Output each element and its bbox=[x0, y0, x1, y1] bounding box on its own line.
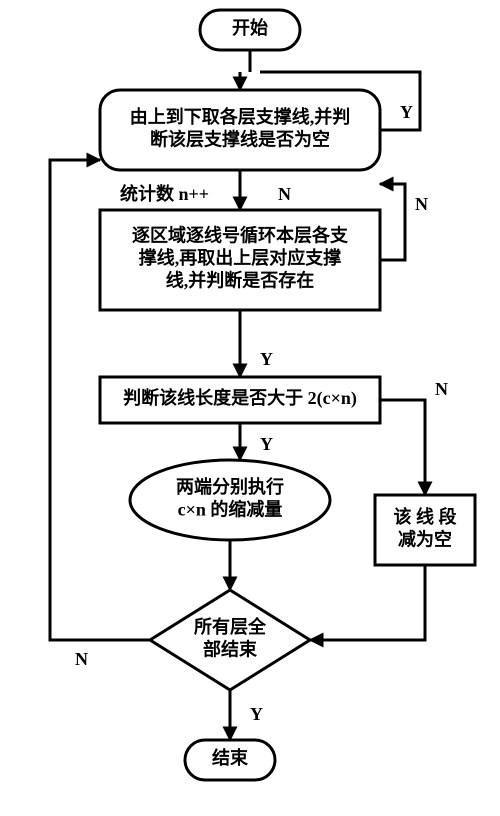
edge-label: 统计数 n++ bbox=[120, 183, 209, 204]
node-text: c×n 的缩减量 bbox=[178, 498, 283, 519]
node-n2: 逐区域逐线号循环本层各支撑线,再取出上层对应支撑线,并判断是否存在 bbox=[100, 210, 380, 310]
edge-label: Y bbox=[400, 102, 413, 122]
node-n6: 所有层全部结束 bbox=[150, 590, 310, 690]
edge bbox=[380, 400, 425, 495]
node-start: 开始 bbox=[200, 10, 300, 50]
node-text: 逐区域逐线号循环本层各支 bbox=[132, 225, 349, 246]
node-n4: 两端分别执行c×n 的缩减量 bbox=[130, 460, 330, 540]
node-text: 线,并判断是否存在 bbox=[166, 270, 315, 291]
node-text: 判断该线长度是否大于 2(c×n) bbox=[123, 387, 357, 409]
node-text: 断该层支撑线是否为空 bbox=[150, 128, 330, 149]
node-text: 撑线,再取出上层对应支撑 bbox=[139, 247, 342, 268]
node-text: 减为空 bbox=[398, 528, 452, 549]
node-text: 结束 bbox=[212, 747, 249, 768]
node-text: 两端分别执行 bbox=[176, 476, 284, 497]
node-n5: 该 线 段减为空 bbox=[375, 495, 475, 565]
node-text: 所有层全 bbox=[194, 616, 267, 637]
node-text: 部结束 bbox=[203, 638, 258, 659]
edge-label: N bbox=[75, 649, 88, 669]
edge-label: N bbox=[415, 194, 428, 214]
edge bbox=[310, 565, 425, 640]
edge bbox=[380, 184, 405, 260]
edge-label: Y bbox=[260, 434, 273, 454]
edge-label: N bbox=[278, 184, 291, 204]
edge-label: Y bbox=[250, 704, 263, 724]
node-text: 开始 bbox=[232, 17, 268, 38]
edge-label: Y bbox=[260, 349, 273, 369]
node-n1: 由上到下取各层支撑线,并判断该层支撑线是否为空 bbox=[100, 90, 380, 170]
node-end: 结束 bbox=[185, 740, 275, 780]
node-n3: 判断该线长度是否大于 2(c×n) bbox=[100, 377, 380, 423]
edge-label: N bbox=[435, 379, 448, 399]
node-text: 由上到下取各层支撑线,并判 bbox=[130, 106, 351, 127]
node-text: 该 线 段 bbox=[394, 506, 458, 527]
